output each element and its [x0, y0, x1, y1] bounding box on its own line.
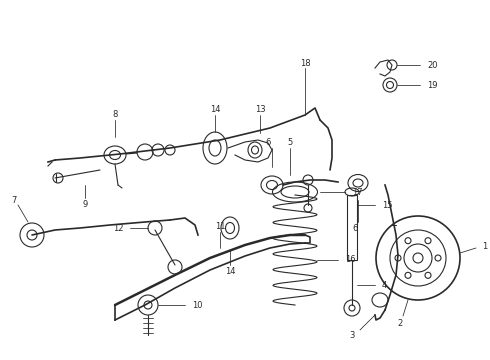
- Text: 19: 19: [427, 81, 438, 90]
- Text: 12: 12: [114, 224, 124, 233]
- Text: 6: 6: [265, 138, 270, 147]
- Text: 14: 14: [225, 266, 235, 275]
- Text: 14: 14: [210, 104, 220, 113]
- Text: 15: 15: [382, 201, 392, 210]
- Text: 6: 6: [352, 224, 358, 233]
- Text: 4: 4: [382, 280, 387, 289]
- Text: 7: 7: [11, 195, 17, 204]
- Text: 3: 3: [350, 330, 355, 339]
- Text: 8: 8: [112, 109, 118, 118]
- Text: 11: 11: [215, 221, 225, 230]
- Text: 10: 10: [192, 301, 202, 310]
- Bar: [347, 195, 357, 260]
- Text: 18: 18: [300, 59, 310, 68]
- Text: 20: 20: [427, 60, 438, 69]
- Text: 1: 1: [482, 242, 487, 251]
- Text: 16: 16: [345, 256, 356, 265]
- Text: 13: 13: [255, 104, 265, 113]
- Text: 2: 2: [397, 319, 403, 328]
- Text: 9: 9: [82, 199, 88, 208]
- Text: 5: 5: [287, 138, 293, 147]
- Text: 17: 17: [352, 188, 363, 197]
